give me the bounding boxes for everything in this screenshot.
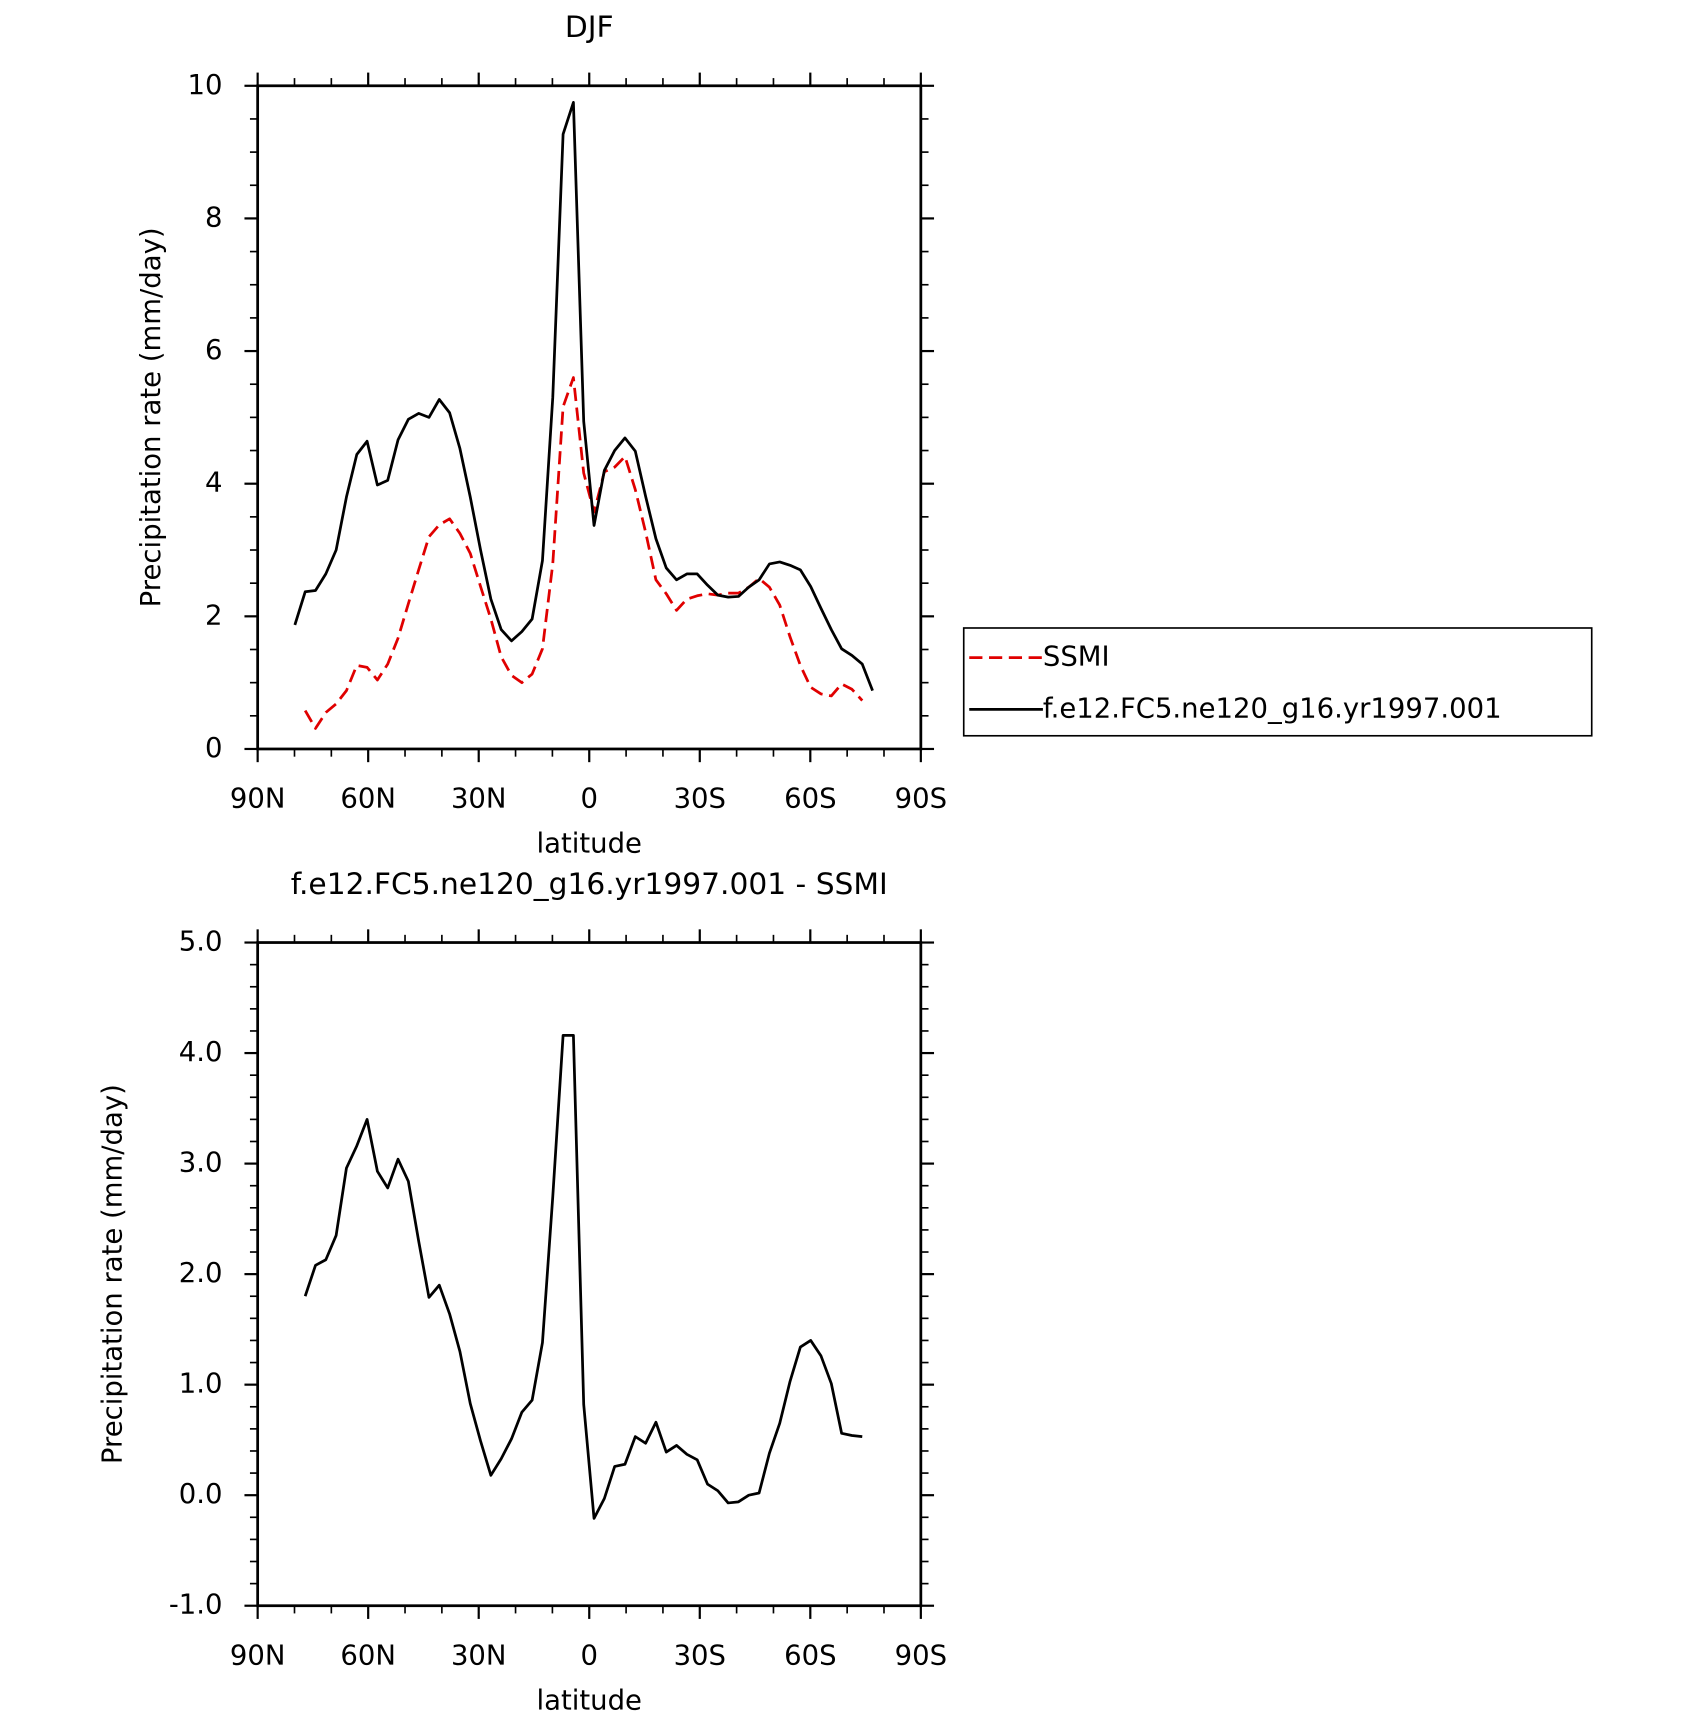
x-tick-label: 0 [580,1639,598,1671]
x-tick-label: 90S [895,783,947,815]
y-tick-label: 2 [205,599,223,631]
y-tick-label: 4.0 [179,1036,223,1068]
y-tick-label: -1.0 [169,1589,223,1621]
y-tick-label: 6 [205,334,223,366]
x-tick-label: 30S [674,783,726,815]
y-axis-label: Precipitation rate (mm/day) [135,227,167,607]
x-tick-label: 90N [230,1639,286,1671]
x-tick-label: 30N [451,783,507,815]
y-tick-label: 0.0 [179,1478,223,1510]
x-tick-label: 90N [230,783,286,815]
x-tick-label: 90S [895,1639,947,1671]
y-tick-label: 4 [205,467,223,499]
chart-title: DJF [565,10,614,45]
y-tick-label: 5.0 [179,926,223,958]
x-axis-label: latitude [537,828,642,860]
x-tick-label: 30N [451,1639,507,1671]
data-line [293,100,874,692]
y-tick-label: 1.0 [179,1368,223,1400]
data-line [303,376,864,730]
x-tick-label: 60S [784,783,836,815]
legend-label: SSMI [1043,641,1110,673]
data-line [303,1034,863,1520]
y-axis-label: Precipitation rate (mm/day) [97,1084,129,1464]
y-tick-label: 3.0 [179,1147,223,1179]
legend-label: f.e12.FC5.ne120_g16.yr1997.001 [1043,692,1502,724]
chart-title: f.e12.FC5.ne120_g16.yr1997.001 - SSMI [291,867,888,902]
y-tick-label: 0 [205,732,223,764]
y-tick-label: 10 [187,69,222,101]
y-tick-label: 2.0 [179,1257,223,1289]
x-axis-label: latitude [537,1684,642,1716]
plot-frame [256,84,923,751]
x-tick-label: 30S [674,1639,726,1671]
x-tick-label: 60N [340,1639,396,1671]
plot-frame [256,941,923,1608]
y-tick-label: 8 [205,201,223,233]
x-tick-label: 60S [784,1639,836,1671]
legend-box [962,627,1593,737]
x-tick-label: 60N [340,783,396,815]
x-tick-label: 0 [580,783,598,815]
